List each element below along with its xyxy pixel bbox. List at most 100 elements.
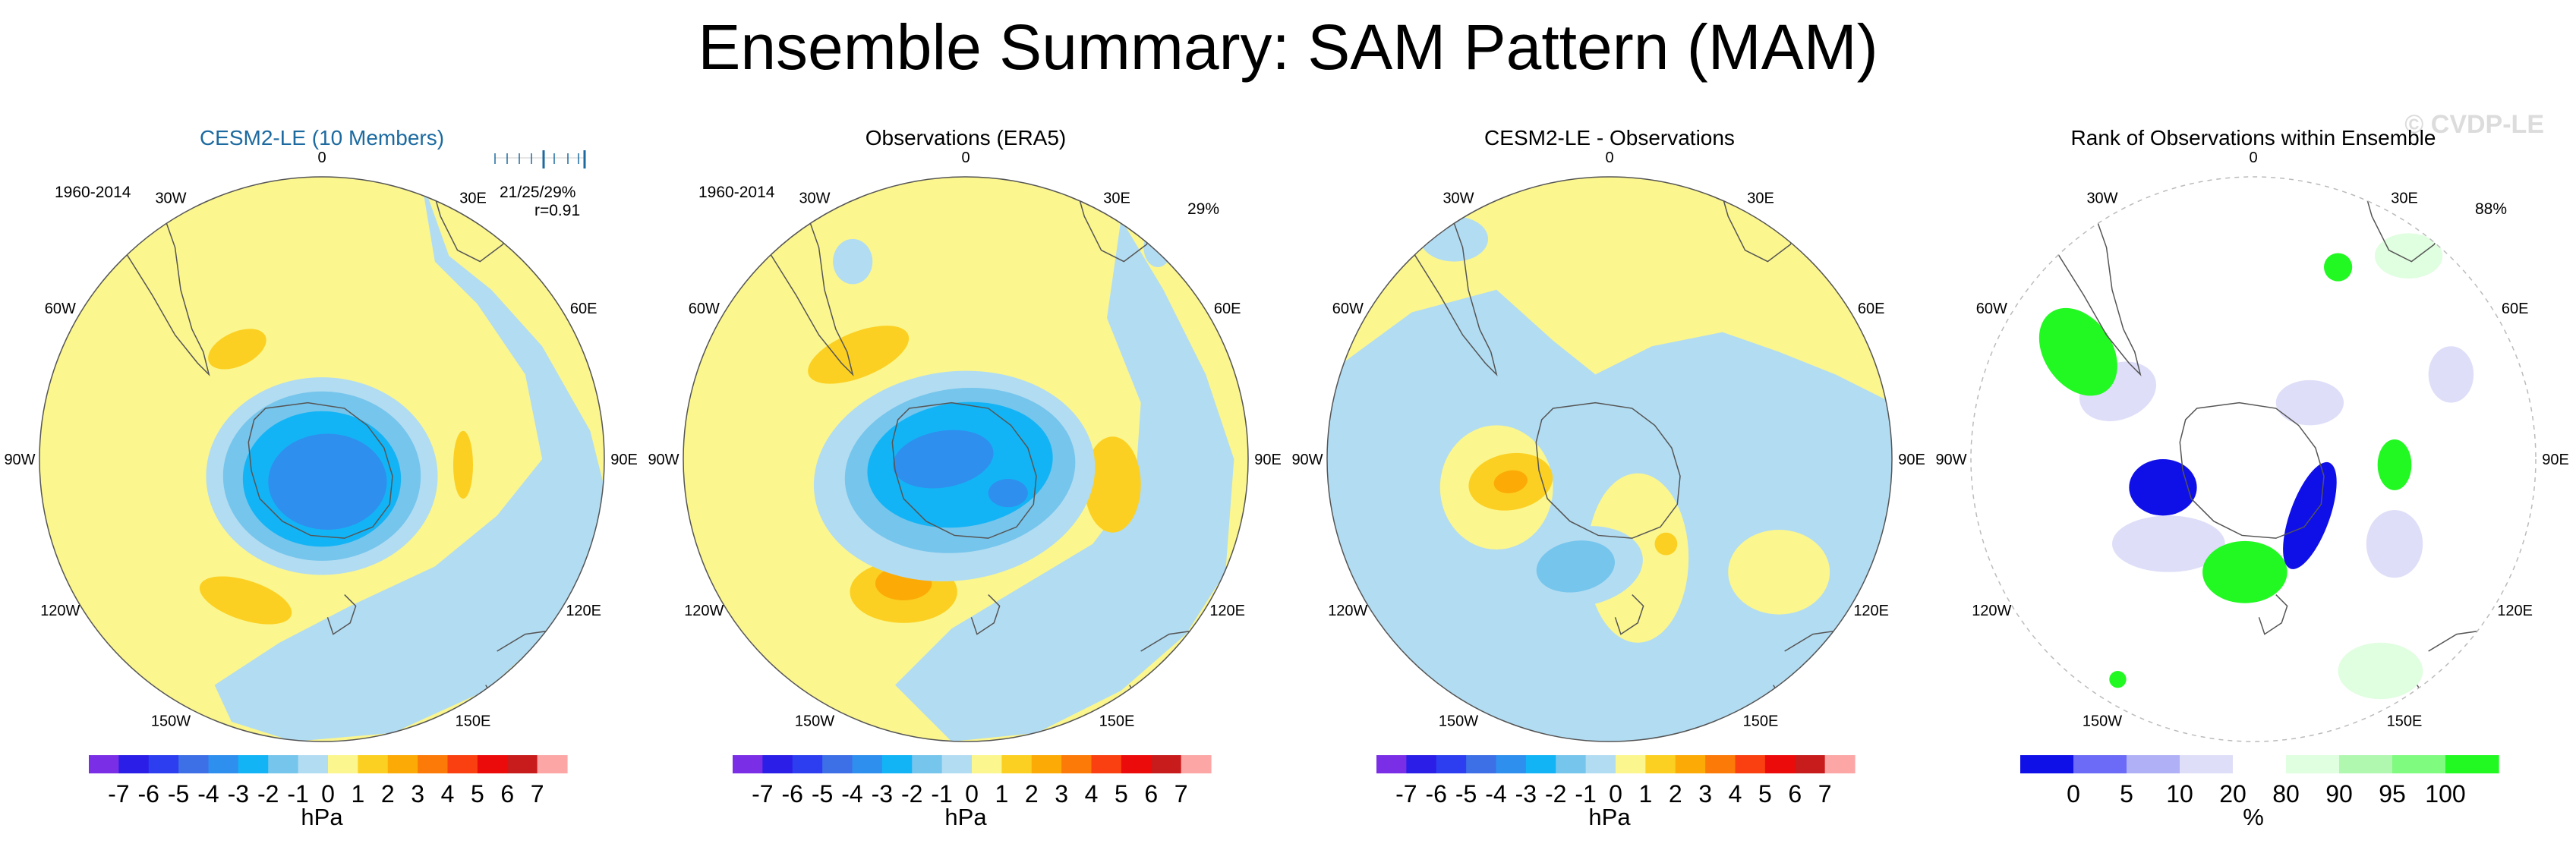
contour-region [1728,530,1830,615]
colorbar-tick-label: -6 [138,780,159,808]
new-zealand-coastline [970,594,1001,635]
panel-4: 030E60E90E120E150E180150W120W90W60W30W05… [1931,106,2575,842]
colorbar-segment [507,755,538,773]
colorbar-tick-label: -2 [901,780,922,808]
colorbar-segment [328,755,358,773]
watermark: © CVDP-LE [2404,110,2544,139]
colorbar-tick-label: 3 [1698,780,1712,808]
lon-label: 0 [2249,150,2257,166]
lon-label: 150E [1743,713,1779,730]
colorbar-tick-label: 80 [2272,780,2300,808]
lon-label: 150E [1099,713,1135,730]
lon-label: 60W [1332,301,1364,317]
colorbar-tick-label: -2 [257,780,279,808]
panel-title: Rank of Observations within Ensemble [2070,126,2436,150]
lon-label: 60W [1976,301,2007,317]
pct-variance-label: 88% [2475,200,2508,218]
lon-label: 120E [1209,603,1245,619]
ensemble-pct-ticks [494,150,586,168]
colorbar-unit-label: % [2243,804,2264,830]
lon-label: 90W [4,452,35,468]
colorbar-tick-label: 0 [965,780,979,808]
colorbar-tick-label: -5 [812,780,833,808]
colorbar-tick-label: -3 [872,780,893,808]
new-zealand-coastline [2258,594,2288,635]
lon-label: 120E [2497,603,2533,619]
panel-title: CESM2-LE - Observations [1484,126,1735,150]
new-zealand-coastline [1614,594,1644,635]
colorbar-segment [1705,755,1736,773]
lon-label: 30W [799,190,830,206]
antarctica-coastline [2179,401,2325,539]
contour-region [199,576,292,625]
colorbar-segment [358,755,389,773]
lon-label: 30E [1103,190,1130,206]
colorbar-segment [1181,755,1212,773]
colorbar-segment [178,755,210,773]
contour-region [988,479,1028,508]
lon-label: 120W [1328,603,1367,619]
contour-region [2109,671,2127,688]
lon-label: 90E [1898,452,1925,468]
colorbar-tick-label: -7 [1395,780,1417,808]
colorbar-segment [2180,755,2234,773]
colorbar-segment [2020,755,2074,773]
contour-region [2324,253,2353,282]
colorbar-tick-label: 4 [441,780,455,808]
colorbar-tick-label: 5 [2120,780,2133,808]
contour-region [892,430,994,489]
lon-label: 0 [1605,150,1613,166]
colorbar-unit-label: hPa [944,804,987,830]
pct-variance-label: 29% [1187,200,1220,218]
colorbar-segment [1496,755,1527,773]
lon-label: 120W [684,603,724,619]
lon-label: 60E [2502,301,2529,317]
contour-region [2428,346,2474,403]
lon-label: 150W [795,713,834,730]
colorbar-segment [89,755,119,773]
colorbar-tick-label: 0 [2067,780,2080,808]
figure-title: Ensemble Summary: SAM Pattern (MAM) [698,11,1878,83]
contour-region [2275,379,2344,426]
colorbar-segment [1466,755,1497,773]
contour-region [833,238,873,285]
colorbar-unit-label: hPa [1588,804,1631,830]
colorbar-segment [912,755,943,773]
colorbar-tick-label: -2 [1545,780,1566,808]
period-label: 1960-2014 [55,184,131,201]
colorbar-segment [1735,755,1766,773]
colorbar-segment [1795,755,1826,773]
colorbar-segment [1061,755,1093,773]
colorbar-tick-label: 1 [351,780,364,808]
pct-variance-range: 21/25/29% [500,184,576,201]
colorbar-tick-label: -5 [168,780,189,808]
antarctica-coastline [891,401,1037,539]
colorbar-tick-label: 3 [411,780,424,808]
colorbar-segment [1824,755,1856,773]
panel-2: 030E60E90E120E150E180150W120W90W60W30W-7… [644,106,1288,842]
colorbar-segment [2445,755,2499,773]
map-background [1971,177,2536,742]
colorbar-tick-label: 2 [1025,780,1039,808]
lon-label: 120E [1853,603,1889,619]
lon-label: 60W [45,301,76,317]
map-svg: 030E60E90E120E150E180150W120W90W60W30W05… [1935,150,2568,830]
colorbar-tick-label: 100 [2425,780,2465,808]
contour-region [2129,459,2197,516]
colorbar-tick-label: -1 [1575,780,1596,808]
colorbar-segment [881,755,913,773]
south-america-coastline [2032,199,2142,376]
contour-region [1327,389,1398,474]
colorbar-segment [822,755,853,773]
contour-region [452,430,474,499]
colorbar-tick-label: 2 [1669,780,1682,808]
colorbar-tick-label: 90 [2325,780,2353,808]
colorbar-tick-label: -6 [782,780,803,808]
panel-title: Observations (ERA5) [865,126,1067,150]
colorbar-tick-label: 0 [1609,780,1622,808]
colorbar-tick-label: 6 [500,780,514,808]
colorbar-segment [1585,755,1616,773]
colorbar-tick-label: 20 [2219,780,2247,808]
colorbar-tick-label: 0 [321,780,335,808]
colorbar-segment [852,755,883,773]
